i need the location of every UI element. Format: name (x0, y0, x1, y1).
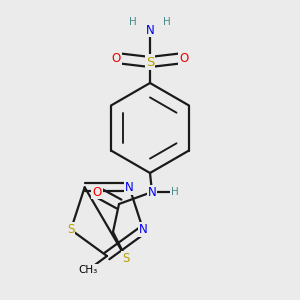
Text: O: O (111, 52, 121, 64)
Text: N: N (148, 185, 156, 199)
Text: H: H (171, 187, 179, 197)
Text: S: S (67, 223, 74, 236)
Text: O: O (179, 52, 189, 64)
Text: H: H (163, 17, 171, 27)
Text: N: N (146, 23, 154, 37)
Text: N: N (139, 223, 148, 236)
Text: S: S (122, 251, 130, 265)
Text: S: S (146, 56, 154, 68)
Text: CH₃: CH₃ (78, 265, 98, 275)
Text: O: O (92, 185, 102, 199)
Text: N: N (125, 181, 134, 194)
Text: H: H (129, 17, 137, 27)
